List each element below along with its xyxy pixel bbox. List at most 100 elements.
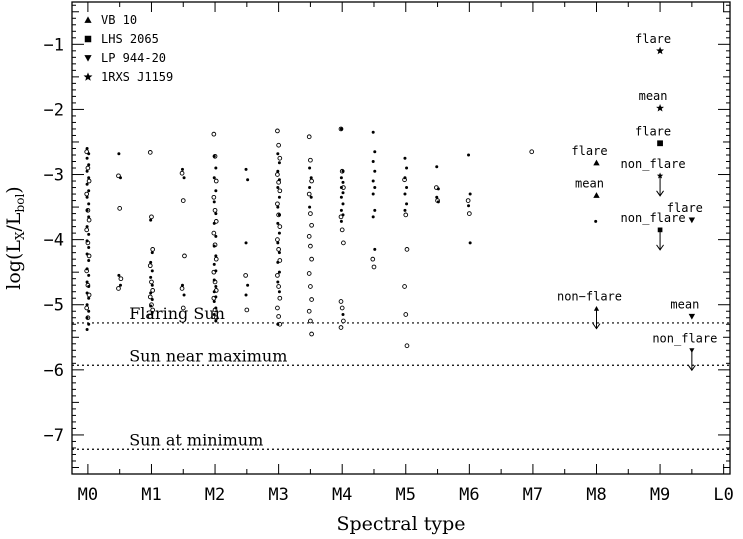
axes: M0 M1 M2 M3 M4 M5 M6 M7 M8 M9 L0 −1 −2 −3 −4 −5 −6 −7 xyxy=(44,1,734,505)
filled-point xyxy=(117,273,121,277)
open-point xyxy=(277,258,283,263)
open-point xyxy=(147,150,153,155)
open-point xyxy=(180,198,186,203)
open-point xyxy=(404,247,410,252)
filled-point xyxy=(85,195,89,199)
filled-point xyxy=(308,166,312,170)
filled-point xyxy=(182,176,186,180)
filled-point xyxy=(87,322,91,326)
upper-limit-arrowhead xyxy=(592,323,601,330)
filled-point xyxy=(150,311,154,315)
reference-line-label: Flaring Sun xyxy=(129,304,225,323)
filled-point xyxy=(85,280,89,284)
filled-point xyxy=(594,219,598,223)
filled-point xyxy=(87,309,91,313)
legend-marker xyxy=(83,72,93,81)
filled-point xyxy=(150,298,154,302)
filled-point xyxy=(373,208,377,212)
y-axis-label-end: ) xyxy=(3,186,25,193)
x-tick-label: L0 xyxy=(713,485,733,505)
legend-label: VB 10 xyxy=(101,13,137,27)
filled-point xyxy=(214,319,218,323)
open-point xyxy=(338,299,344,304)
point-annotation: non_flare xyxy=(652,331,717,345)
legend-marker xyxy=(84,55,92,62)
open-point xyxy=(213,178,219,184)
filled-point xyxy=(371,179,375,183)
open-point xyxy=(275,128,280,134)
point-annotation: flare xyxy=(571,144,607,158)
filled-point xyxy=(117,152,121,156)
filled-point xyxy=(214,189,218,193)
filled-point xyxy=(405,166,409,170)
open-point xyxy=(306,134,312,140)
open-point xyxy=(211,194,217,200)
y-axis-label-mid: /L xyxy=(3,212,25,231)
filled-point xyxy=(87,215,91,219)
open-point xyxy=(211,131,217,137)
open-point xyxy=(466,211,472,216)
filled-point xyxy=(403,176,407,180)
filled-point xyxy=(214,269,218,273)
filled-point xyxy=(87,189,91,193)
filled-point xyxy=(436,200,440,204)
legend-label: 1RXS J1159 xyxy=(101,70,173,84)
open-point xyxy=(244,307,250,313)
filled-point xyxy=(373,186,377,190)
open-point xyxy=(404,343,410,349)
filled-point xyxy=(371,192,375,196)
point-annotation: non−flare xyxy=(557,290,622,304)
filled-point xyxy=(212,299,216,303)
filled-point xyxy=(214,234,218,238)
filled-point xyxy=(87,285,91,289)
filled-point xyxy=(371,160,375,164)
open-point xyxy=(339,305,345,311)
open-point xyxy=(277,188,283,194)
filled-point xyxy=(339,195,343,199)
upper-limit-arrowhead xyxy=(656,190,664,197)
open-point xyxy=(403,312,409,317)
open-point xyxy=(85,165,91,171)
filled-point xyxy=(85,208,89,212)
open-point xyxy=(86,253,92,259)
filled-point xyxy=(85,252,89,256)
filled-point xyxy=(341,213,345,217)
filled-point xyxy=(467,153,471,157)
filled-point xyxy=(277,290,281,294)
filled-point xyxy=(339,176,343,180)
open-point xyxy=(341,318,346,324)
filled-point xyxy=(212,221,216,225)
filled-point xyxy=(277,231,281,235)
filled-point xyxy=(373,150,377,154)
y-tick-label: −4 xyxy=(44,231,64,251)
filled-point xyxy=(276,186,280,190)
field-stars-open-series xyxy=(84,126,535,349)
open-point xyxy=(275,172,280,177)
filled-point xyxy=(212,176,216,180)
x-tick-label: M9 xyxy=(650,485,670,505)
open-point xyxy=(306,271,312,276)
filled-point xyxy=(309,195,313,199)
filled-point xyxy=(87,176,91,180)
filled-point xyxy=(212,290,216,294)
open-point xyxy=(402,284,407,289)
filled-point xyxy=(212,244,216,248)
filled-point xyxy=(468,241,472,245)
filled-point xyxy=(339,186,343,190)
filled-point xyxy=(277,195,281,199)
filled-point xyxy=(403,208,407,212)
open-point xyxy=(309,178,314,184)
filled-point xyxy=(212,200,216,204)
open-point xyxy=(147,294,153,300)
x-tick-label: M8 xyxy=(586,485,606,505)
point-annotation: flare xyxy=(635,124,671,138)
y-tick-label: −5 xyxy=(44,296,64,316)
open-point xyxy=(465,198,471,203)
filled-point xyxy=(87,245,91,249)
open-point xyxy=(308,318,313,324)
filled-point xyxy=(371,130,375,134)
filled-point xyxy=(85,156,89,160)
filled-point xyxy=(403,156,407,160)
filled-point xyxy=(371,215,375,219)
filled-point xyxy=(373,247,377,251)
